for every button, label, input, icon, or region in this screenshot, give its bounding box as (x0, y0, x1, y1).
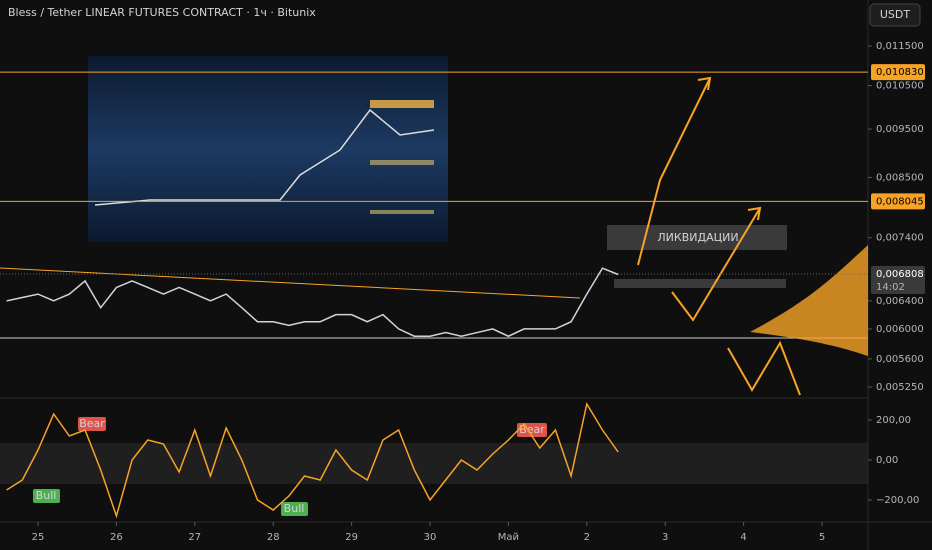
heatmap-band (370, 160, 434, 165)
y-tick-label: 0,006400 (876, 296, 924, 307)
x-tick-label: 30 (424, 532, 437, 543)
bear-tag (517, 423, 547, 437)
x-tick-label: 4 (740, 532, 746, 543)
y-tick-label: 0,006000 (876, 324, 924, 335)
arrow (727, 340, 801, 396)
heatmap-band (370, 100, 434, 108)
y-tick-label: 0,009500 (876, 124, 924, 135)
x-tick-label: 3 (662, 532, 668, 543)
x-tick-label: 2 (584, 532, 590, 543)
y-tick-label: 0,008500 (876, 172, 924, 183)
arrow (671, 207, 761, 322)
arrow (747, 206, 762, 221)
bull-tag (281, 502, 308, 516)
y-tick-label: 0,007400 (876, 233, 924, 244)
heatmap-band (370, 210, 434, 214)
arrow (637, 77, 711, 266)
bear-label: Bear (79, 417, 105, 430)
heatmap-price (94, 108, 435, 206)
level-tag (871, 64, 925, 81)
currency-button[interactable] (869, 3, 921, 27)
level-tag (871, 193, 925, 210)
x-tick-label: 27 (188, 532, 201, 543)
last-price-tag (871, 265, 925, 294)
liq-box (607, 225, 787, 250)
x-tick-label: 28 (267, 532, 280, 543)
y-tick-label: 0,005250 (876, 382, 924, 393)
bear-tag (78, 417, 106, 431)
oscillator-line (6, 401, 619, 519)
last-price-label: 0,006808 (876, 269, 924, 280)
x-tick-label: 25 (32, 532, 45, 543)
currency-label[interactable]: USDT (880, 8, 911, 21)
osc-band (0, 443, 868, 484)
liq-box (614, 279, 786, 288)
x-tick-label: 5 (819, 532, 825, 543)
trend-line (0, 267, 581, 299)
price-line (6, 267, 619, 338)
level-label: 0,010830 (876, 67, 924, 78)
annotation-label: ЛИКВИДАЦИИ (657, 231, 738, 244)
y-tick-label: 0,011500 (876, 41, 924, 52)
y-tick-label: 0,010500 (876, 81, 924, 92)
chart-title: Bless / Tether LINEAR FUTURES CONTRACT ·… (8, 6, 316, 19)
osc-tick-label: 200,00 (876, 415, 911, 426)
level-label: 0,008045 (876, 196, 924, 207)
countdown: 14:02 (876, 282, 905, 293)
arrow (697, 76, 712, 91)
bull-label: Bull (36, 489, 57, 502)
x-tick-label: 26 (110, 532, 123, 543)
osc-tick-label: −200,00 (876, 495, 919, 506)
x-tick-label: Май (498, 532, 519, 543)
x-tick-label: 29 (345, 532, 358, 543)
bull-tag (33, 489, 60, 503)
heatmap-inset (88, 56, 448, 242)
y-tick-label: 0,005600 (876, 354, 924, 365)
volume-profile (750, 245, 868, 356)
osc-tick-label: 0,00 (876, 455, 898, 466)
bull-label: Bull (284, 502, 305, 515)
